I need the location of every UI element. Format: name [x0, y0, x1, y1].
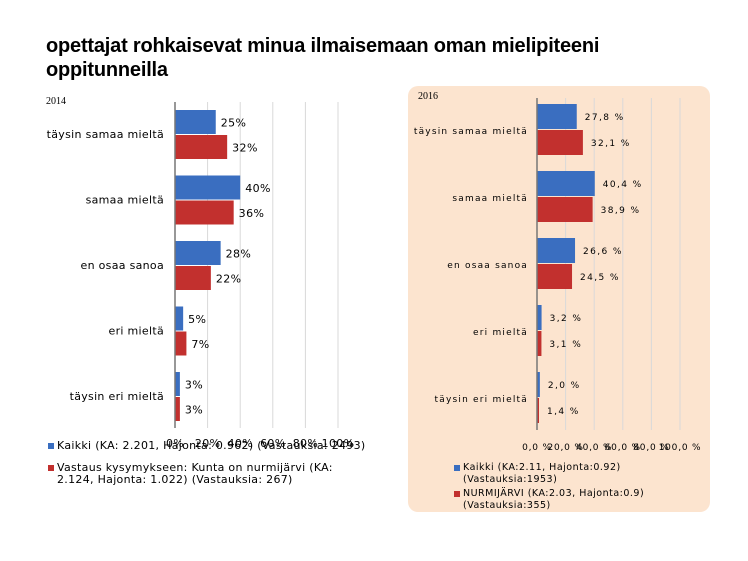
- data-label: 3%: [185, 378, 203, 391]
- bar-kaikki-samaa-mielt: [175, 175, 241, 200]
- data-label: 3%: [185, 403, 203, 416]
- legend-label-kaikki-2014: Kaikki (KA: 2.201, Hajonta: 0.962) (Vast…: [57, 439, 366, 452]
- data-label: 5%: [188, 313, 206, 326]
- x-tick-label: 100%: [322, 437, 355, 450]
- category-label-t-ysin-samaa-mielt: täysin samaa mieltä: [47, 128, 164, 141]
- bar-kaikki-samaa-mielt: [537, 171, 595, 196]
- year-label-2014: 2014: [46, 96, 66, 107]
- bar-kaikki-en-osaa-sanoa: [537, 238, 576, 263]
- data-label: 40,4 %: [603, 180, 643, 190]
- category-label-en-osaa-sanoa: en osaa sanoa: [447, 261, 528, 271]
- bar-local-t-ysin-eri-mielt: [537, 398, 540, 423]
- bar-kaikki-t-ysin-samaa-mielt: [175, 110, 216, 134]
- x-tick-label: 0%: [166, 437, 184, 450]
- legend-label-local-2016: NURMIJÄRVI (KA:2.03, Hajonta:0.9) (Vasta…: [463, 488, 645, 510]
- x-tick-label: 40,0 %: [576, 443, 612, 453]
- bar-local-samaa-mielt: [537, 197, 593, 222]
- page-title: opettajat rohkaisevat minua ilmaisemaan …: [46, 35, 600, 81]
- category-label-t-ysin-eri-mielt: täysin eri mieltä: [70, 390, 164, 403]
- bar-local-t-ysin-samaa-mielt: [537, 130, 583, 155]
- category-label-samaa-mielt: samaa mieltä: [86, 194, 164, 207]
- category-label-t-ysin-eri-mielt: täysin eri mieltä: [435, 395, 528, 405]
- bar-local-samaa-mielt: [175, 200, 234, 225]
- bar-kaikki-t-ysin-eri-mielt: [175, 372, 180, 396]
- legend-swatch-kaikki: [454, 465, 460, 471]
- legend-swatch-kaikki: [48, 443, 54, 449]
- category-label-samaa-mielt: samaa mieltä: [452, 194, 528, 204]
- x-tick-label: 60%: [260, 437, 285, 450]
- chart-2016-panel: [408, 86, 710, 512]
- data-label: 32%: [232, 141, 258, 154]
- data-label: 28%: [226, 247, 252, 260]
- data-label: 2,0 %: [548, 381, 581, 391]
- data-label: 27,8 %: [585, 113, 625, 123]
- bar-local-eri-mielt: [175, 331, 187, 356]
- bar-kaikki-en-osaa-sanoa: [175, 241, 221, 265]
- data-label: 25%: [221, 116, 247, 129]
- x-tick-label: 20%: [195, 437, 220, 450]
- bar-local-t-ysin-eri-mielt: [175, 397, 180, 421]
- legend-swatch-local: [454, 491, 460, 497]
- x-tick-label: 20,0 %: [547, 443, 583, 453]
- data-label: 3,1 %: [549, 340, 582, 350]
- data-label: 22%: [216, 272, 242, 285]
- legend-label-local-2014: Vastaus kysymykseen: Kunta on nurmijärvi…: [57, 461, 333, 486]
- legend-2016: Kaikki (KA:2.11, Hajonta:0.92) (Vastauks…: [454, 462, 704, 510]
- data-label: 3,2 %: [550, 314, 583, 324]
- category-label-eri-mielt: eri mieltä: [473, 328, 528, 338]
- bar-kaikki-eri-mielt: [537, 305, 542, 330]
- legend-label-kaikki-2016: Kaikki (KA:2.11, Hajonta:0.92) (Vastauks…: [463, 462, 621, 485]
- data-label: 40%: [245, 182, 271, 195]
- bar-local-t-ysin-samaa-mielt: [175, 135, 228, 159]
- data-label: 38,9 %: [601, 206, 641, 216]
- bar-local-en-osaa-sanoa: [537, 264, 573, 289]
- bar-local-eri-mielt: [537, 331, 542, 356]
- legend-item-kaikki-2014: Kaikki (KA: 2.201, Hajonta: 0.962) (Vast…: [48, 440, 368, 452]
- legend-item-local-2014: Vastaus kysymykseen: Kunta on nurmijärvi…: [48, 462, 368, 486]
- legend-item-local-2016: NURMIJÄRVI (KA:2.03, Hajonta:0.9) (Vasta…: [454, 488, 704, 510]
- x-tick-label: 100,0 %: [659, 443, 702, 453]
- bar-kaikki-t-ysin-samaa-mielt: [537, 104, 577, 129]
- x-tick-label: 0,0 %: [522, 443, 552, 453]
- year-label-2016: 2016: [418, 91, 438, 102]
- data-label: 32,1 %: [591, 139, 631, 149]
- x-tick-label: 80,0 %: [633, 443, 669, 453]
- legend-swatch-local: [48, 465, 54, 471]
- x-tick-label: 60,0 %: [605, 443, 641, 453]
- x-tick-label: 80%: [293, 437, 318, 450]
- data-label: 36%: [239, 207, 265, 220]
- data-label: 24,5 %: [580, 273, 620, 283]
- category-label-en-osaa-sanoa: en osaa sanoa: [81, 259, 165, 272]
- data-label: 26,6 %: [583, 247, 623, 257]
- bar-chart-2014: täysin samaa mieltä 25% 32% samaa mieltä 40%…: [47, 102, 355, 450]
- data-label: 7%: [191, 338, 209, 351]
- category-label-t-ysin-samaa-mielt: täysin samaa mieltä: [414, 127, 528, 137]
- data-label: 1,4 %: [547, 407, 580, 417]
- category-label-eri-mielt: eri mieltä: [109, 325, 165, 338]
- legend-2014: Kaikki (KA: 2.201, Hajonta: 0.962) (Vast…: [48, 440, 368, 496]
- bar-chart-2016: täysin samaa mieltä 27,8 % 32,1 % samaa mie…: [414, 98, 702, 453]
- bar-kaikki-t-ysin-eri-mielt: [537, 372, 540, 397]
- x-tick-label: 40%: [228, 437, 253, 450]
- legend-item-kaikki-2016: Kaikki (KA:2.11, Hajonta:0.92) (Vastauks…: [454, 462, 704, 486]
- bar-kaikki-eri-mielt: [175, 306, 184, 331]
- bar-local-en-osaa-sanoa: [175, 266, 211, 290]
